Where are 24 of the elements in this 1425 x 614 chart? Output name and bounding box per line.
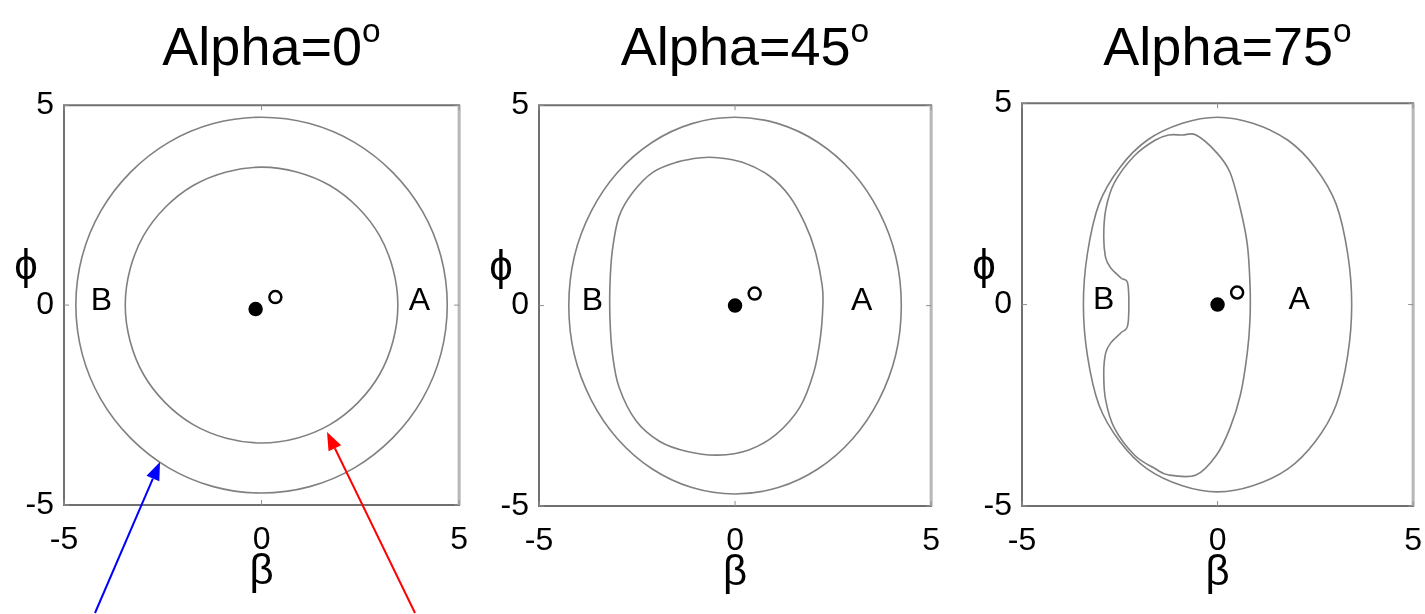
annotation: A bbox=[408, 281, 431, 317]
y-axis-title: ϕ bbox=[489, 241, 513, 289]
annotation: A bbox=[1288, 280, 1310, 317]
y-tick-label: 5 bbox=[511, 84, 529, 121]
y-tick-label: 0 bbox=[994, 284, 1012, 321]
annotation: A bbox=[850, 281, 873, 318]
y-axis-title: ϕ bbox=[14, 241, 38, 288]
y-tick-label: 0 bbox=[36, 284, 54, 321]
y-tick-label: 0 bbox=[511, 285, 529, 322]
y-tick-label: 5 bbox=[994, 82, 1012, 119]
chart-title: Alpha=0$^{o}$ bbox=[162, 12, 381, 78]
y-tick-label: -5 bbox=[25, 484, 54, 521]
x-tick-label: 5 bbox=[450, 519, 468, 556]
annotation: B bbox=[581, 281, 603, 318]
annotation: B bbox=[90, 281, 113, 317]
y-tick-label: 5 bbox=[36, 84, 54, 121]
chart-title: Alpha=45$^{o}$ bbox=[620, 12, 870, 78]
y-axis-title: ϕ bbox=[972, 240, 996, 288]
y-tick-label: -5 bbox=[983, 485, 1012, 522]
y-tick-label: -5 bbox=[500, 485, 529, 522]
x-tick-label: 5 bbox=[1404, 520, 1422, 557]
chart-title: Alpha=75$^{o}$ bbox=[1103, 12, 1352, 78]
x-tick-label: 5 bbox=[922, 520, 940, 557]
annotation: B bbox=[1093, 280, 1115, 317]
